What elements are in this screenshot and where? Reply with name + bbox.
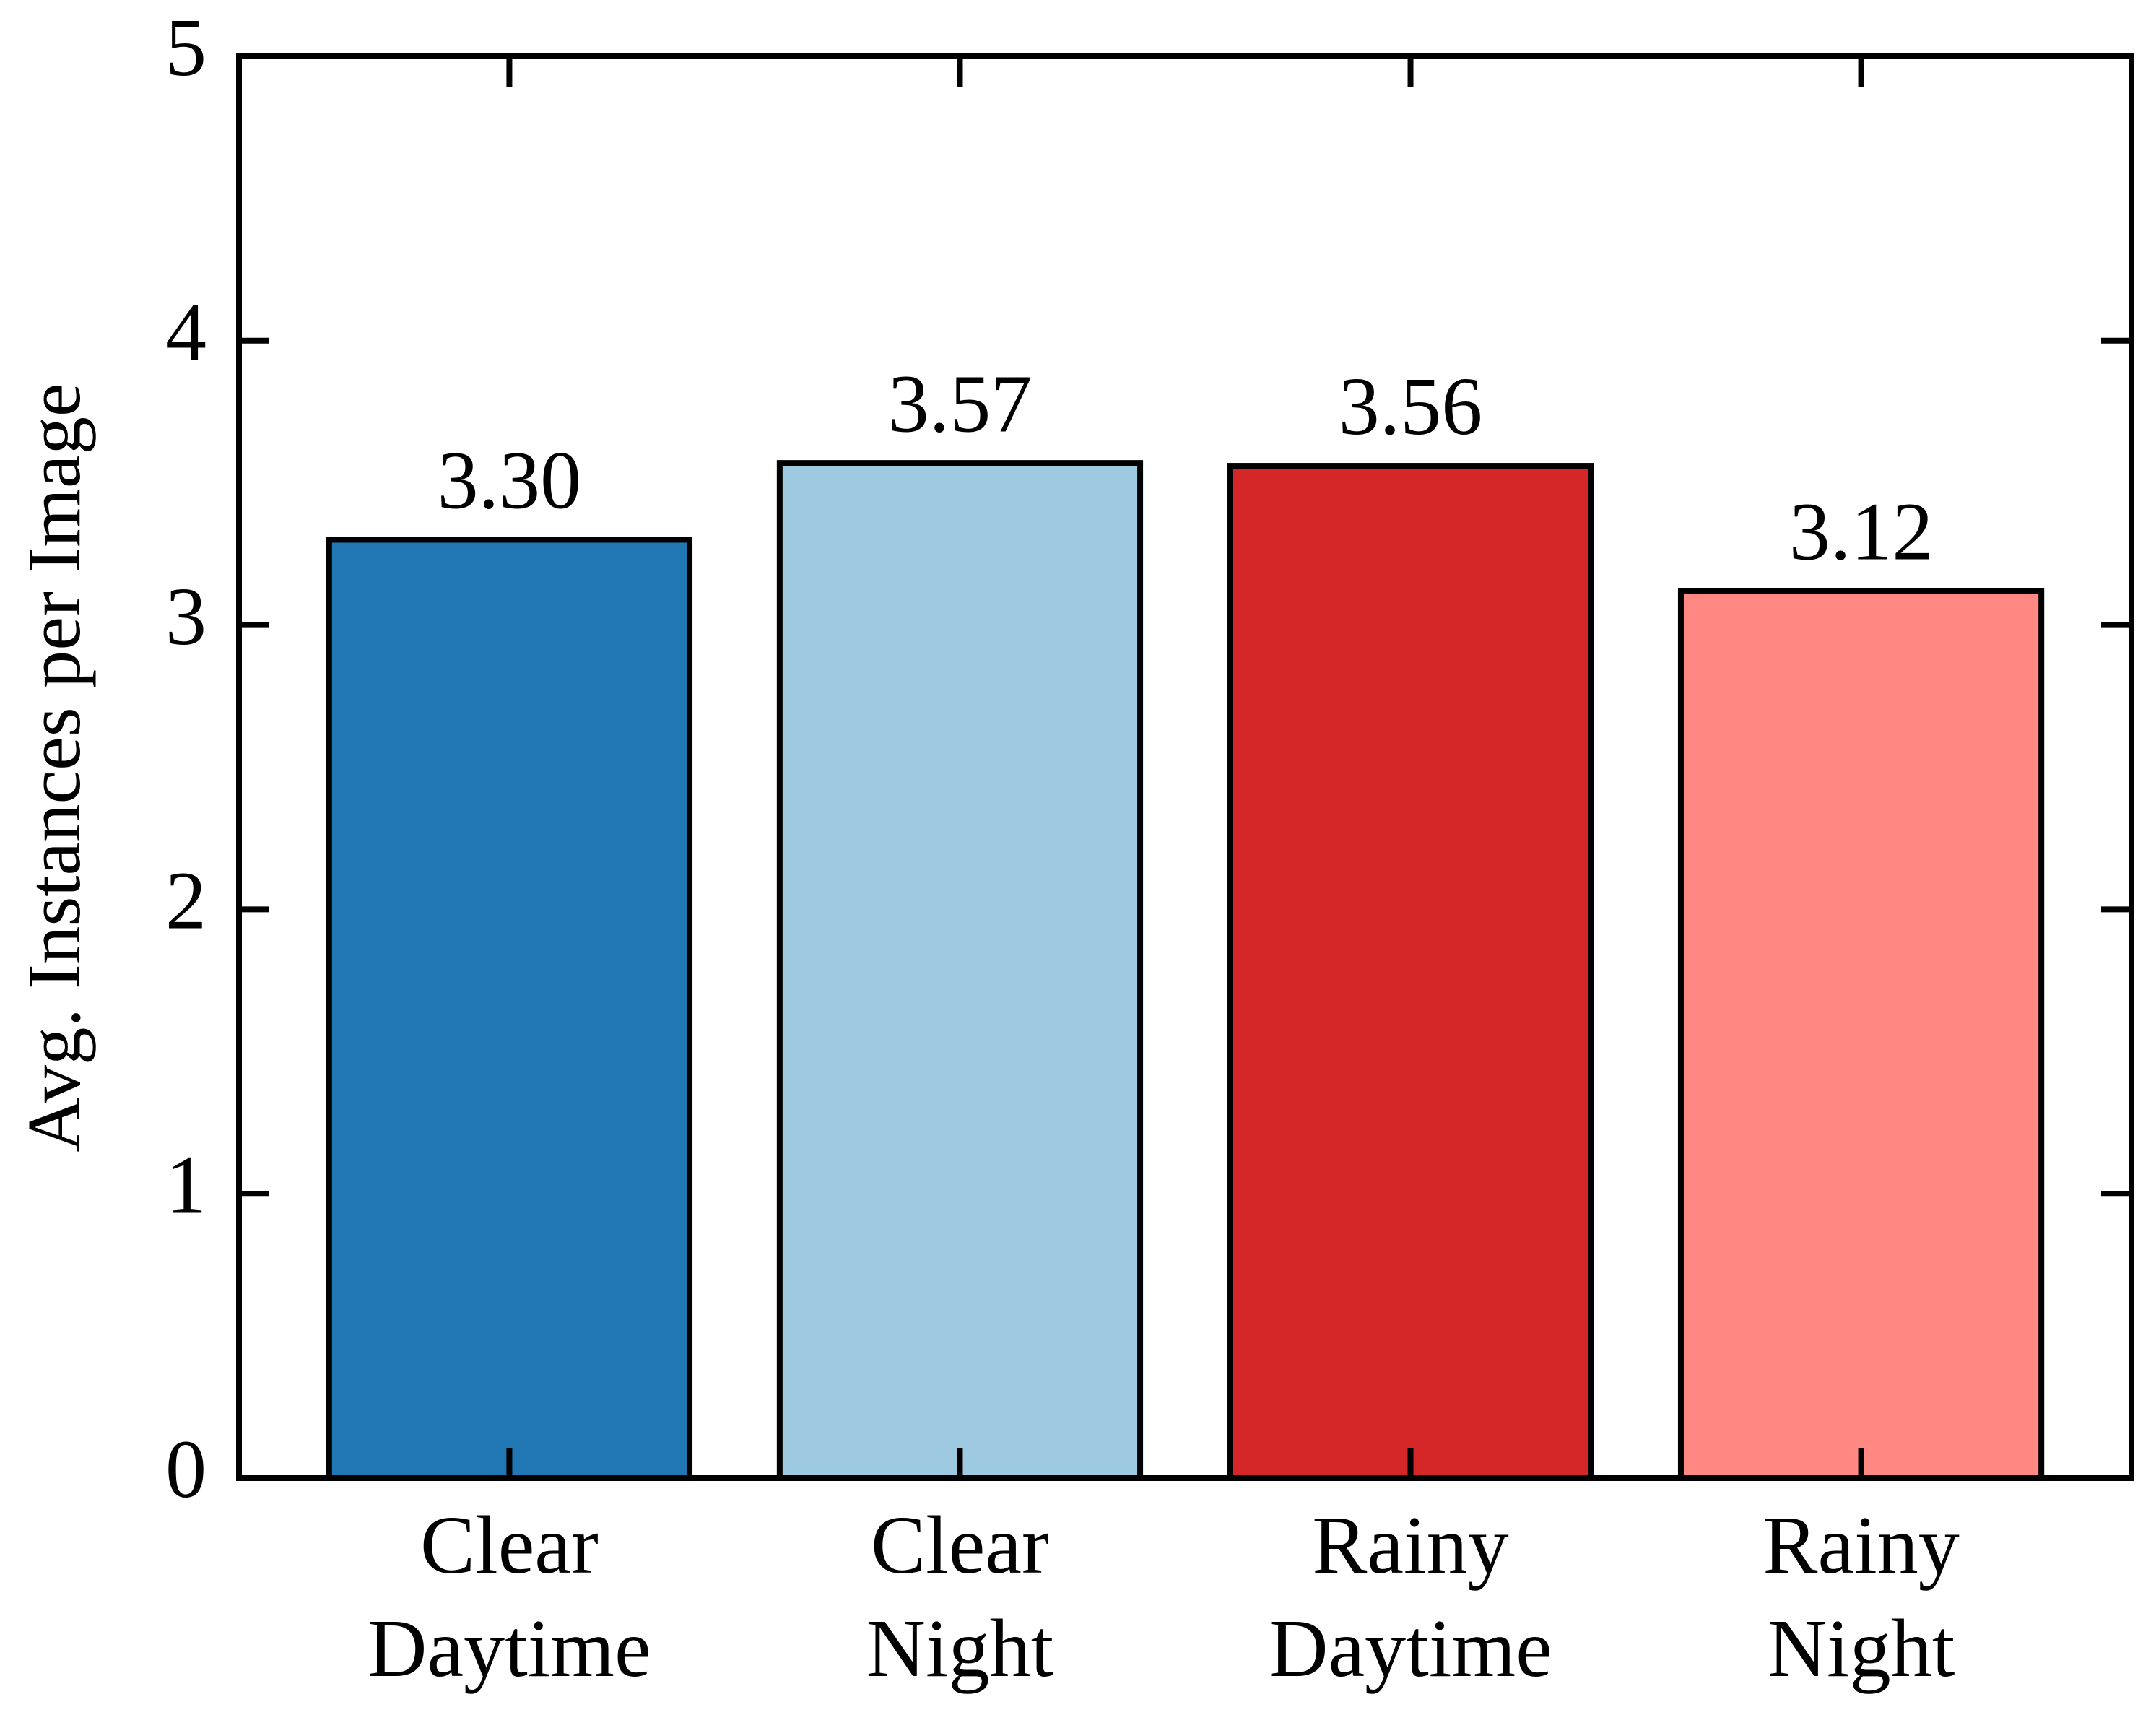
x-tick-label: Rainy Daytime <box>1269 1499 1552 1694</box>
y-tick-label: 5 <box>165 1 207 93</box>
y-tick-label: 3 <box>165 570 207 662</box>
value-label: 3.12 <box>1789 486 1934 578</box>
plot-frame <box>236 53 2134 1481</box>
value-label: 3.30 <box>438 435 582 526</box>
bar <box>776 460 1144 1481</box>
x-tick-label: Rainy Night <box>1762 1499 1959 1694</box>
x-tick-label-line: Night <box>866 1602 1054 1694</box>
x-tick-label-line: Rainy <box>1312 1499 1508 1591</box>
y-tick-label: 0 <box>165 1423 207 1515</box>
value-label: 3.57 <box>888 357 1033 449</box>
x-tick-label-line: Rainy <box>1762 1499 1959 1591</box>
y-axis-label: Avg. Instances per Image <box>12 383 96 1152</box>
bar <box>1677 588 2045 1481</box>
x-tick-label-line: Night <box>1768 1602 1955 1694</box>
x-tick-label: Clear Night <box>866 1499 1054 1694</box>
x-tick-label-line: Daytime <box>368 1602 651 1694</box>
bar <box>1227 463 1594 1481</box>
y-tick-label: 1 <box>165 1139 207 1230</box>
value-label: 3.56 <box>1339 360 1483 452</box>
x-tick-label-line: Clear <box>871 1499 1049 1591</box>
bar <box>326 537 693 1482</box>
x-tick-label-line: Clear <box>420 1499 599 1591</box>
x-tick-label: Clear Daytime <box>368 1499 651 1694</box>
y-tick-label: 2 <box>165 855 207 947</box>
x-tick-label-line: Daytime <box>1269 1602 1552 1694</box>
y-tick-label: 4 <box>165 286 207 378</box>
